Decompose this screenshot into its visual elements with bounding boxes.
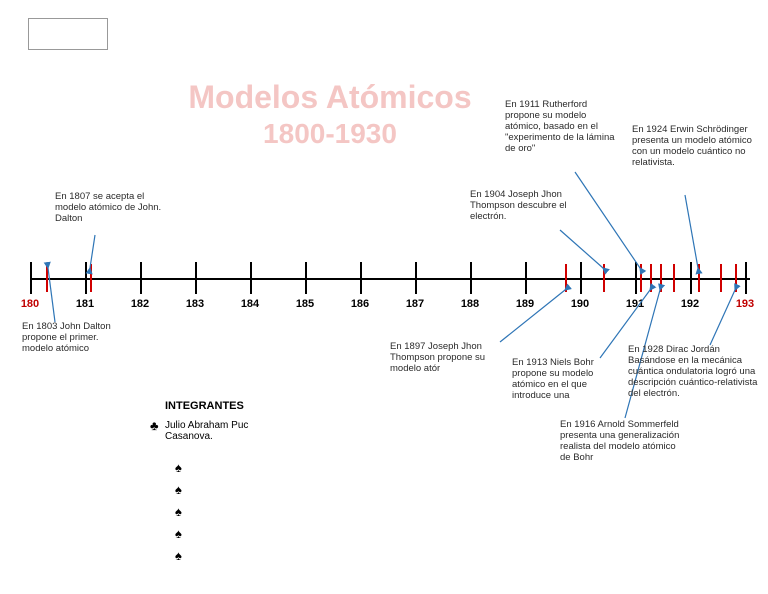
axis-label: 187: [400, 298, 430, 310]
event-1911: En 1911 Rutherford propone su modelo ató…: [505, 100, 620, 155]
tick-event: [650, 264, 652, 292]
bullet-icon: ♠: [175, 504, 182, 519]
event-1897: En 1897 Joseph Jhon Thompson propone su …: [390, 342, 505, 375]
tick-event: [735, 264, 737, 292]
logo-box: [28, 18, 108, 50]
axis-label: 189: [510, 298, 540, 310]
bullet-icon: ♠: [175, 548, 182, 563]
page-title: Modelos Atómicos: [130, 80, 530, 115]
tick-major: [360, 262, 362, 294]
bullet-icon: ♠: [175, 526, 182, 541]
tick-major: [415, 262, 417, 294]
tick-major: [85, 262, 87, 294]
tick-event: [673, 264, 675, 292]
bullet-icon: ♠: [175, 482, 182, 497]
event-1913: En 1913 Niels Bohr propone su modelo ató…: [512, 358, 627, 402]
event-1928: En 1928 Dirac Jordán Basándose en la mec…: [628, 345, 766, 400]
tick-major: [30, 262, 32, 294]
event-1916: En 1916 Arnold Sommerfeld presenta una g…: [560, 420, 685, 464]
tick-major: [250, 262, 252, 294]
axis-label: 183: [180, 298, 210, 310]
tick-major: [580, 262, 582, 294]
tick-event: [660, 264, 662, 292]
tick-event: [46, 264, 48, 292]
timeline-axis: [30, 278, 750, 280]
integrantes-title: INTEGRANTES: [165, 400, 244, 412]
tick-major: [690, 262, 692, 294]
tick-event: [565, 264, 567, 292]
integrantes-item-1: Julio Abraham Puc Casanova.: [165, 420, 285, 442]
tick-event: [90, 264, 92, 292]
axis-label: 188: [455, 298, 485, 310]
axis-label: 191: [620, 298, 650, 310]
axis-label: 180: [15, 298, 45, 310]
axis-label: 193: [730, 298, 760, 310]
axis-label: 190: [565, 298, 595, 310]
tick-major: [470, 262, 472, 294]
event-1803: En 1803 John Dalton propone el primer. m…: [22, 322, 122, 355]
axis-label: 181: [70, 298, 100, 310]
bullet-icon: ♣: [150, 418, 159, 433]
axis-label: 184: [235, 298, 265, 310]
event-1924: En 1924 Erwin Schrödinger presenta un mo…: [632, 125, 757, 169]
event-1807: En 1807 se acepta el modelo atómico de J…: [55, 192, 165, 225]
axis-label: 192: [675, 298, 705, 310]
tick-event: [720, 264, 722, 292]
tick-event: [698, 264, 700, 292]
tick-major: [305, 262, 307, 294]
bullet-icon: ♠: [175, 460, 182, 475]
axis-label: 182: [125, 298, 155, 310]
axis-label: 185: [290, 298, 320, 310]
tick-event: [640, 264, 642, 292]
tick-event: [603, 264, 605, 292]
tick-major: [635, 262, 637, 294]
page-subtitle: 1800-1930: [130, 118, 530, 150]
axis-label: 186: [345, 298, 375, 310]
event-1904: En 1904 Joseph Jhon Thompson descubre el…: [470, 190, 590, 223]
tick-major: [195, 262, 197, 294]
tick-major: [525, 262, 527, 294]
tick-major: [140, 262, 142, 294]
tick-major: [745, 262, 747, 294]
